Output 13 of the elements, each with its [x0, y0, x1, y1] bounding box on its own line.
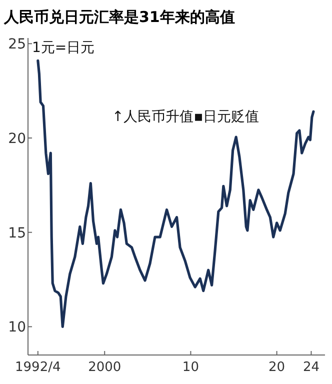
x-tick-label: 24	[302, 360, 320, 375]
annotation: ↑人民币升值▪日元贬值	[112, 109, 260, 125]
annotation: 1元=日元	[32, 40, 95, 56]
line-series	[36, 59, 315, 328]
y-tick-label: 15	[8, 225, 26, 242]
chart-title: 人民币兑日元汇率是31年来的高值	[3, 8, 235, 26]
y-tick-label: 20	[8, 131, 26, 148]
x-tick-label: 1992/4	[15, 360, 61, 375]
y-tick-label: 10	[8, 320, 26, 336]
x-tick-label: 2000	[88, 360, 122, 375]
y-tick-label: 25	[8, 36, 26, 53]
x-tick-label: 10	[182, 360, 199, 375]
x-tick-label: 20	[268, 360, 286, 375]
